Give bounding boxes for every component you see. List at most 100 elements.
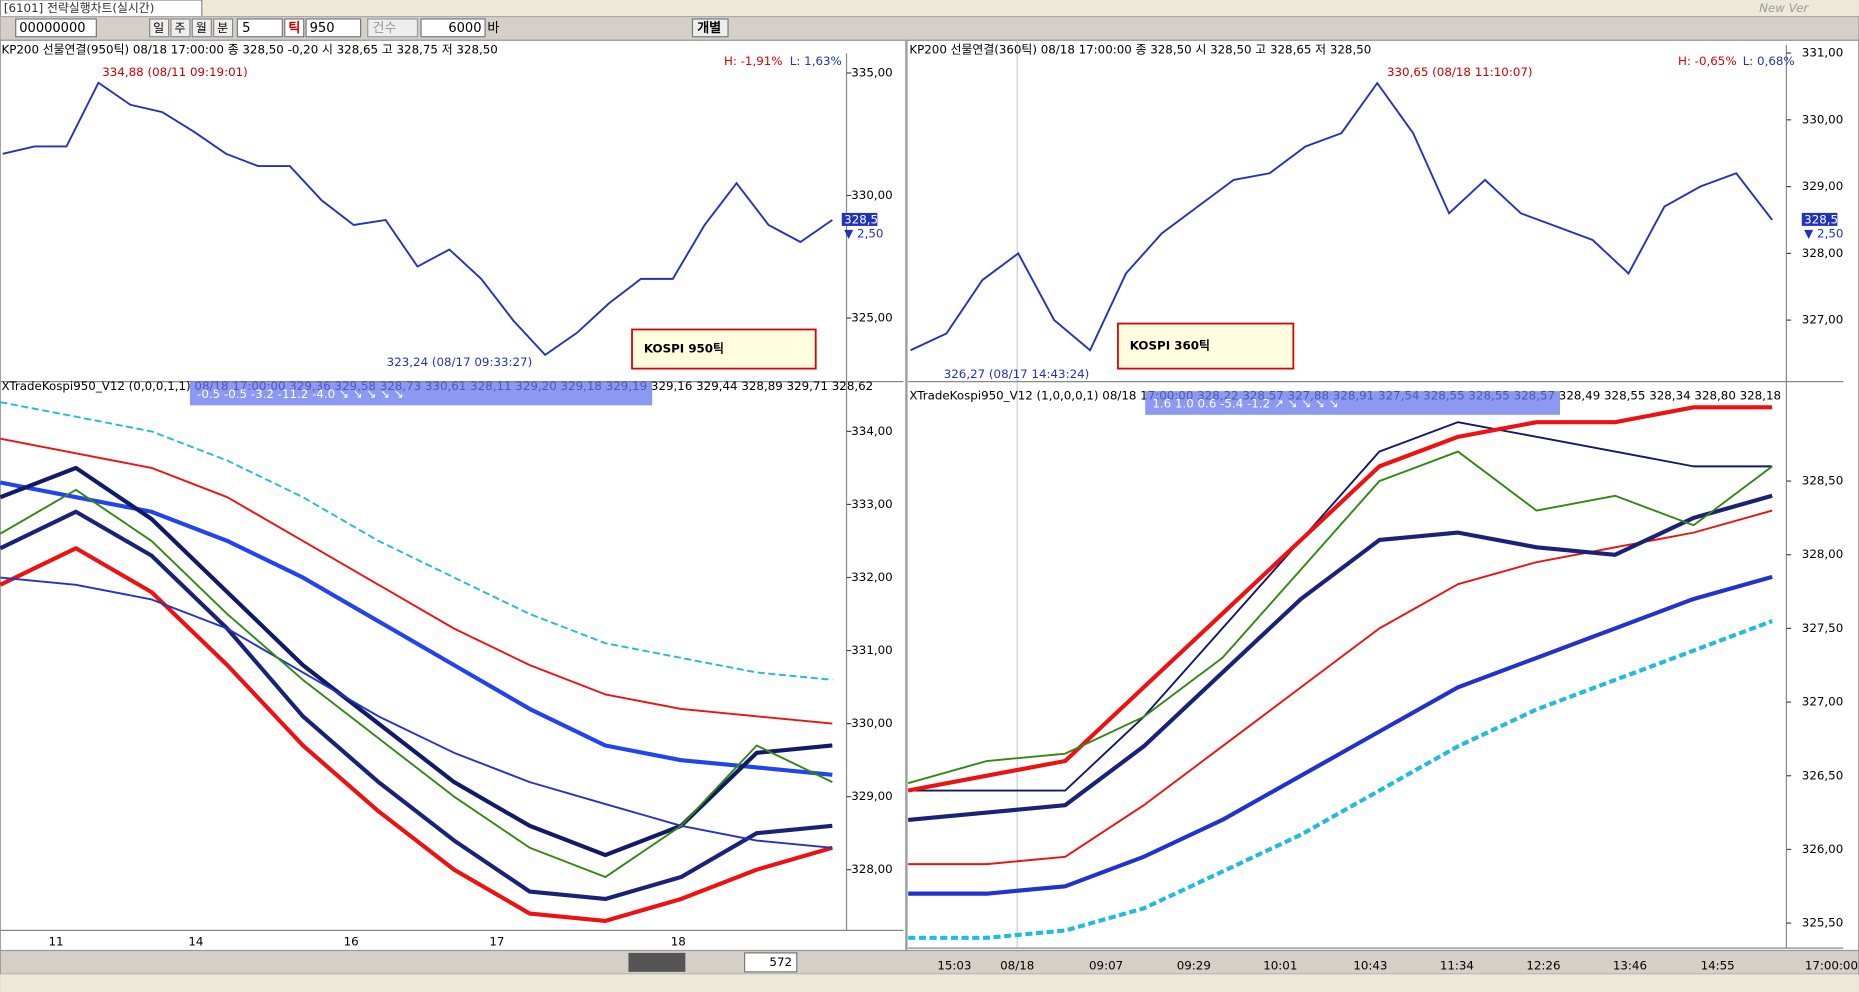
header: KP200 선물연결(360틱) 08/18 17:00:00 종 328,50… [909,42,1371,56]
scroll-count: 572 [769,955,792,969]
overlay-box [189,381,653,406]
y-tick-label: 335,00 [851,65,892,79]
period-label: 일 [153,21,164,35]
header: KP200 선물연결(950틱) 08/18 17:00:00 종 328,50… [2,42,498,56]
scroll-thumb[interactable] [628,952,686,972]
y-tick-label: 328,50 [1802,474,1843,488]
count-label: 건수 [372,21,396,36]
change: ▼ 2,50 [1804,227,1843,241]
x-tick-label: 09:07 [1089,958,1123,972]
count-type[interactable] [367,18,419,38]
x-tick-label: 10:01 [1263,958,1297,972]
x-tick-label: 15:03 [937,958,971,972]
y-tick-label: 326,00 [1802,842,1843,856]
indicator-line [0,509,833,902]
indicator-line [908,421,1773,792]
x-tick-label: 09:29 [1177,958,1211,972]
y-tick-label: 328,00 [1802,246,1843,260]
y-tick-label: 327,00 [1802,313,1843,327]
y-tick-label: 325,00 [851,311,892,325]
y-tick-label: 325,50 [1802,916,1843,930]
indicator-line [908,509,1773,866]
high-label: 334,88 (08/11 09:19:01) [102,65,248,79]
period-button[interactable] [213,18,234,38]
individual-button[interactable] [691,18,729,38]
y-tick-label: 328,00 [851,862,892,876]
y-tick-label: 328,00 [1802,547,1843,561]
y-tick-label: 329,00 [851,789,892,803]
y-tick-label: 327,00 [1802,695,1843,709]
bar-label: 바 [487,21,499,36]
y-tick-label: 327,50 [1802,621,1843,635]
overlay: 1.6 1.0 0.6 -5.4 -1.2 ↗ ↘ ↘ ↘ ↘ [1152,397,1338,411]
x-tick-label: 16 [344,935,359,949]
x-tick-label: 12:26 [1526,958,1560,972]
scrollbar[interactable] [0,949,1859,975]
x-tick-label: 17:00:00 [1805,958,1858,972]
indicator-line [908,619,1773,940]
count-field[interactable] [744,952,798,973]
x-tick-label: 14 [188,935,203,949]
indicator-line [0,488,833,878]
x-tick-label: 08/18 [1000,958,1034,972]
high-pct: H: -0,65% [1678,54,1737,68]
y-tick-label: 333,00 [851,497,892,511]
x-tick-label: 11:34 [1440,958,1474,972]
price-line [2,81,833,357]
price-line [910,81,1773,352]
period-button[interactable] [170,18,191,38]
window-title: [6101] 전략실행차트(실시간) [4,1,154,15]
tick-box[interactable] [305,18,362,38]
minute-box[interactable] [236,18,283,38]
count-box[interactable] [420,18,486,38]
period-button[interactable] [149,18,170,38]
overlay-box [1145,391,1561,415]
change: ▼ 2,50 [844,227,883,241]
y-tick-label: 326,50 [1802,768,1843,782]
y-tick-label: 330,00 [1802,112,1843,126]
y-tick-label: 331,00 [1802,46,1843,60]
period-button[interactable] [191,18,212,38]
indicator-line [0,546,833,923]
version: New Ver [1759,1,1809,15]
period-label: 주 [175,21,186,35]
y-tick-label: 331,00 [851,643,892,657]
low-pct: L: 1,63% [790,54,842,68]
minute: 5 [242,21,250,36]
tag: KOSPI 950틱 [644,342,724,356]
y-tick-label: 330,00 [851,188,892,202]
indicator-line [908,574,1773,896]
code-box[interactable] [15,18,97,38]
x-tick-label: 10:43 [1353,958,1387,972]
indicator-line [907,493,1773,822]
indicator-line [0,576,833,849]
tag-box [1117,322,1295,370]
y-tick-label: 330,00 [851,716,892,730]
indicator-line [907,450,1773,785]
tick-button-label: 틱 [288,20,300,36]
title-bar [0,0,1859,17]
last-box [841,212,878,226]
period-label: 월 [196,21,207,35]
low-label: 323,24 (08/17 09:33:27) [387,355,533,369]
x-tick-label: 18 [671,935,686,949]
indicator-line [0,437,833,725]
tick: 950 [310,21,335,36]
right-panel [906,39,1859,952]
indicator-line [0,401,833,681]
high-pct: H: -1,91% [724,54,783,68]
period-label: 분 [217,21,228,35]
code: 00000000 [19,21,85,36]
tick-button[interactable] [284,18,305,38]
y-tick-label: 334,00 [851,424,892,438]
x-tick-label: 14:55 [1701,958,1735,972]
low-label: 326,27 (08/17 14:43:24) [944,367,1090,381]
status-bar [0,974,1859,992]
indicator-line [907,405,1773,793]
y-tick-label: 329,00 [1802,179,1843,193]
tag-box [631,328,817,370]
y-tick-label: 332,00 [851,570,892,584]
overlay: -0.5 -0.5 -3.2 -11.2 -4.0 ↘ ↘ ↘ ↘ ↘ [197,387,404,401]
